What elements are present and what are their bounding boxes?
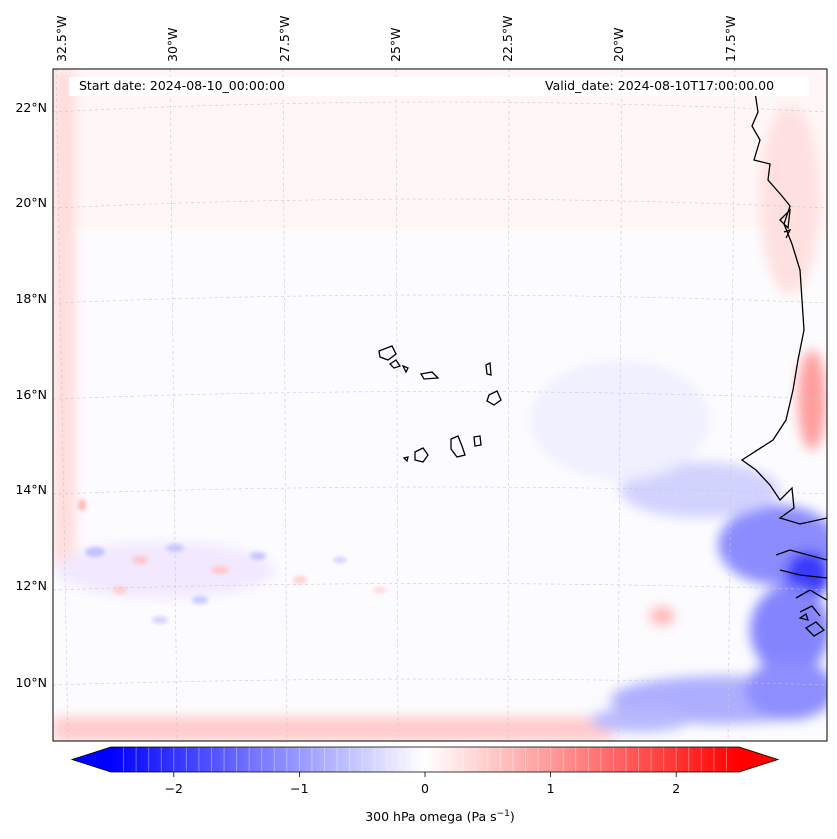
lat-label-12n: 12°N: [15, 578, 47, 593]
coastlines: [378, 91, 827, 637]
lon-label-25w: 25°W: [388, 27, 403, 62]
lat-label-14n: 14°N: [15, 482, 47, 497]
lat-label-20n: 20°N: [15, 195, 47, 210]
colorbar-tick-label: −2: [165, 781, 183, 796]
latitude-labels: 22°N 20°N 18°N 16°N 14°N 12°N 10°N: [15, 100, 47, 690]
lon-label-17-5w: 17.5°W: [723, 16, 738, 62]
lon-label-22-5w: 22.5°W: [500, 16, 515, 62]
colorbar-gradient: [111, 747, 739, 772]
valid-date: Valid_date: 2024-08-10T17:00:00.00: [545, 78, 775, 93]
colorbar-outline: [70, 746, 780, 773]
lon-label-32-5w: 32.5°W: [54, 16, 69, 62]
date-banner: [69, 77, 809, 96]
colorbar: −2 −1 0 1 2 300 hPa omega (Pa s−1): [70, 746, 780, 824]
lat-label-16n: 16°N: [15, 387, 47, 402]
colorbar-max-extend: [739, 747, 778, 772]
colorbar-tick-label: 2: [672, 781, 680, 796]
lon-label-30w: 30°W: [165, 27, 180, 62]
colorbar-min-extend: [72, 747, 111, 772]
omega-field: [53, 69, 827, 741]
colorbar-label: 300 hPa omega (Pa s−1): [365, 809, 515, 824]
longitude-labels: 32.5°W 30°W 27.5°W 25°W 22.5°W 20°W 17.5…: [54, 16, 738, 62]
start-date: Start date: 2024-08-10_00:00:00: [79, 78, 285, 93]
colorbar-tick-label: −1: [290, 781, 308, 796]
lat-label-22n: 22°N: [15, 100, 47, 115]
colorbar-tick-label: 0: [421, 781, 429, 796]
lat-label-10n: 10°N: [15, 675, 47, 690]
lon-label-27-5w: 27.5°W: [277, 16, 292, 62]
graticule: [53, 69, 827, 741]
lon-label-20w: 20°W: [611, 27, 626, 62]
colorbar-tick-label: 1: [547, 781, 555, 796]
lat-label-18n: 18°N: [15, 291, 47, 306]
map-frame: [52, 68, 828, 742]
